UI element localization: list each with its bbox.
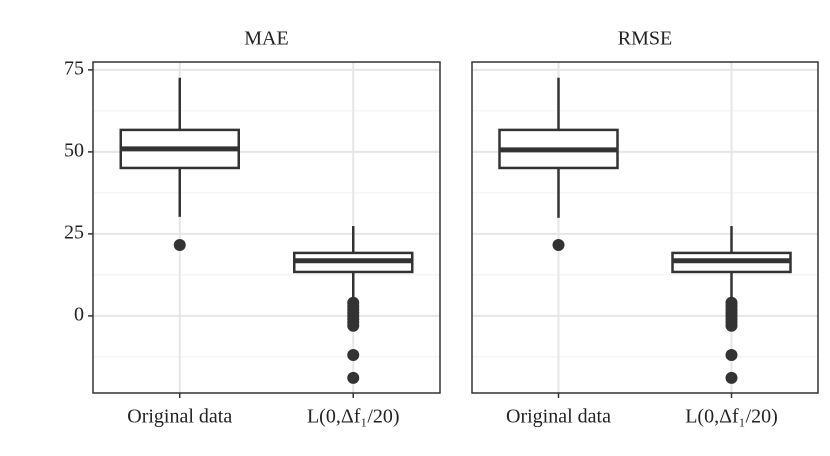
y-tick-label: 75: [64, 57, 84, 79]
outlier: [173, 239, 186, 252]
panel-border: [471, 61, 819, 394]
y-tick-label: 50: [64, 139, 84, 161]
outlier: [347, 348, 360, 361]
outlier: [725, 348, 738, 361]
facet-title: MAE: [244, 28, 288, 50]
outlier: [347, 319, 360, 332]
outlier: [725, 371, 738, 384]
outlier: [347, 371, 360, 384]
outlier: [552, 239, 565, 252]
x-tick-label: L(0,Δf₁/20): [685, 406, 778, 428]
y-tick-label: 25: [64, 221, 84, 243]
y-tick-label: 0: [74, 304, 84, 326]
x-tick-label: L(0,Δf₁/20): [307, 406, 400, 428]
facet-title: RMSE: [618, 28, 672, 50]
x-tick-label: Original data: [506, 406, 611, 428]
outlier: [725, 319, 738, 332]
x-tick-label: Original data: [127, 406, 232, 428]
panel-border: [92, 61, 441, 394]
